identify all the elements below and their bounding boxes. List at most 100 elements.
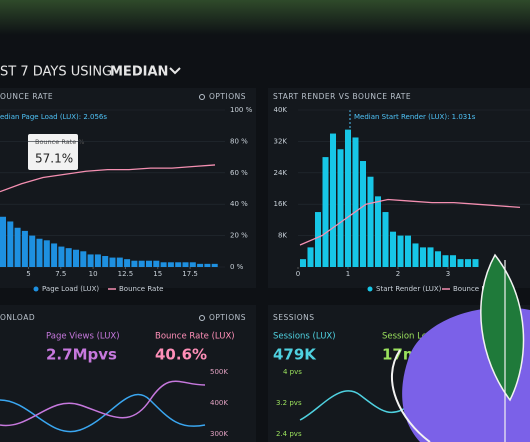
bar: [51, 243, 58, 267]
x-tick-label: 1: [346, 270, 350, 278]
bar: [300, 259, 306, 267]
panel: [0, 88, 256, 288]
bar: [197, 263, 204, 267]
x-tick-label: 15: [153, 270, 162, 278]
metric-label: Session Len: [382, 332, 432, 342]
bar: [29, 235, 36, 267]
metric-value: 479K: [273, 346, 317, 364]
bar: [189, 262, 196, 267]
annotation: edian Page Load (LUX): 2.056s: [0, 113, 107, 121]
y-tick-label: 0 %: [230, 263, 244, 271]
dropdown-icon[interactable]: [169, 67, 181, 75]
x-tick-label: 3: [446, 270, 450, 278]
bar: [58, 246, 65, 267]
y-tick-label: 400K: [210, 399, 228, 407]
bar: [352, 137, 359, 267]
y-tick-label: 20 %: [230, 232, 248, 240]
bar: [382, 212, 389, 267]
x-tick-label: 17.5: [182, 270, 198, 278]
bar: [420, 247, 426, 267]
bar: [160, 262, 167, 267]
bar: [21, 230, 28, 267]
legend-entry: Start Render (LUX): [376, 285, 442, 293]
y-tick-label: 8K: [278, 232, 287, 240]
panel: [0, 305, 256, 442]
bar: [94, 254, 101, 267]
y-tick-label: 2.4 pvs: [276, 430, 302, 438]
bar: [450, 255, 456, 267]
bar: [375, 196, 381, 267]
bar: [367, 176, 374, 267]
metric-value: 40.6%: [155, 346, 207, 364]
bar: [330, 133, 336, 267]
y-tick-label: 32K: [274, 137, 288, 145]
options-icon[interactable]: [199, 315, 205, 321]
bar: [175, 262, 182, 267]
bar: [153, 260, 160, 267]
decor-leaf: [480, 253, 525, 402]
metric-label: Sessions (LUX): [273, 332, 336, 342]
y-tick-label: 500K: [210, 368, 228, 376]
bar: [14, 227, 21, 267]
bar: [435, 251, 441, 267]
bar: [146, 260, 152, 267]
legend-entry: Page Load (LUX): [42, 285, 99, 293]
y-tick-label: 40 %: [230, 200, 248, 208]
bar: [109, 257, 116, 267]
bar: [322, 157, 329, 267]
x-tick-label: 5: [26, 270, 30, 278]
y-tick-label: 3.2 pvs: [276, 399, 302, 407]
bar: [204, 263, 211, 267]
bar: [307, 247, 314, 267]
panel-title: START RENDER VS BOUNCE RATE: [273, 92, 411, 101]
y-tick-label: 40K: [274, 106, 288, 114]
tooltip-value: 57.1%: [35, 152, 73, 166]
panel-title: SESSIONS: [273, 313, 315, 322]
x-tick-label: 12.5: [118, 270, 134, 278]
metric-label: Bounce Rate (LUX): [155, 332, 235, 342]
bar: [427, 247, 434, 267]
header-title: ST 7 DAYS USING: [0, 65, 112, 80]
bar: [73, 249, 79, 267]
bar: [167, 262, 174, 267]
legend-swatch: [33, 286, 39, 292]
y-tick-label: 60 %: [230, 169, 248, 177]
y-tick-label: 24K: [274, 169, 288, 177]
tooltip: [28, 134, 78, 170]
x-tick-label: 2: [396, 270, 400, 278]
x-tick-label: 10: [89, 270, 98, 278]
bar: [472, 259, 479, 267]
trend-line: [0, 393, 206, 433]
trend-line: [0, 380, 206, 427]
x-tick-label: 7.5: [55, 270, 66, 278]
bar: [138, 260, 145, 267]
bounce-line: [299, 198, 521, 246]
bar: [116, 257, 123, 267]
bounce-line: [0, 164, 216, 193]
legend-entry: Bounce Rate: [119, 285, 163, 293]
tooltip-label: Bounce Rate %: [35, 138, 84, 146]
bar: [182, 262, 189, 267]
panel-title: ONLOAD: [0, 313, 35, 322]
bar: [102, 256, 109, 267]
bar: [36, 238, 43, 267]
bar: [405, 235, 411, 267]
y-tick-label: 4 pvs: [283, 368, 302, 376]
bar: [337, 149, 344, 267]
options[interactable]: OPTIONS: [209, 313, 246, 322]
metric-value: 2.7Mpvs: [46, 346, 117, 364]
options[interactable]: OPTIONS: [209, 92, 246, 101]
x-tick-label: 0: [296, 270, 300, 278]
bar: [315, 212, 321, 267]
legend-entry: Bounce Rate: [453, 285, 497, 293]
panel-title: OUNCE RATE: [0, 92, 53, 101]
y-tick-label: 300K: [210, 430, 228, 438]
bar: [457, 259, 464, 267]
bar: [442, 255, 449, 267]
y-tick-label: 16K: [274, 200, 288, 208]
legend-swatch: [367, 286, 373, 292]
y-tick-label: 100 %: [230, 106, 253, 114]
bar: [397, 235, 404, 267]
options-icon[interactable]: [199, 94, 205, 100]
